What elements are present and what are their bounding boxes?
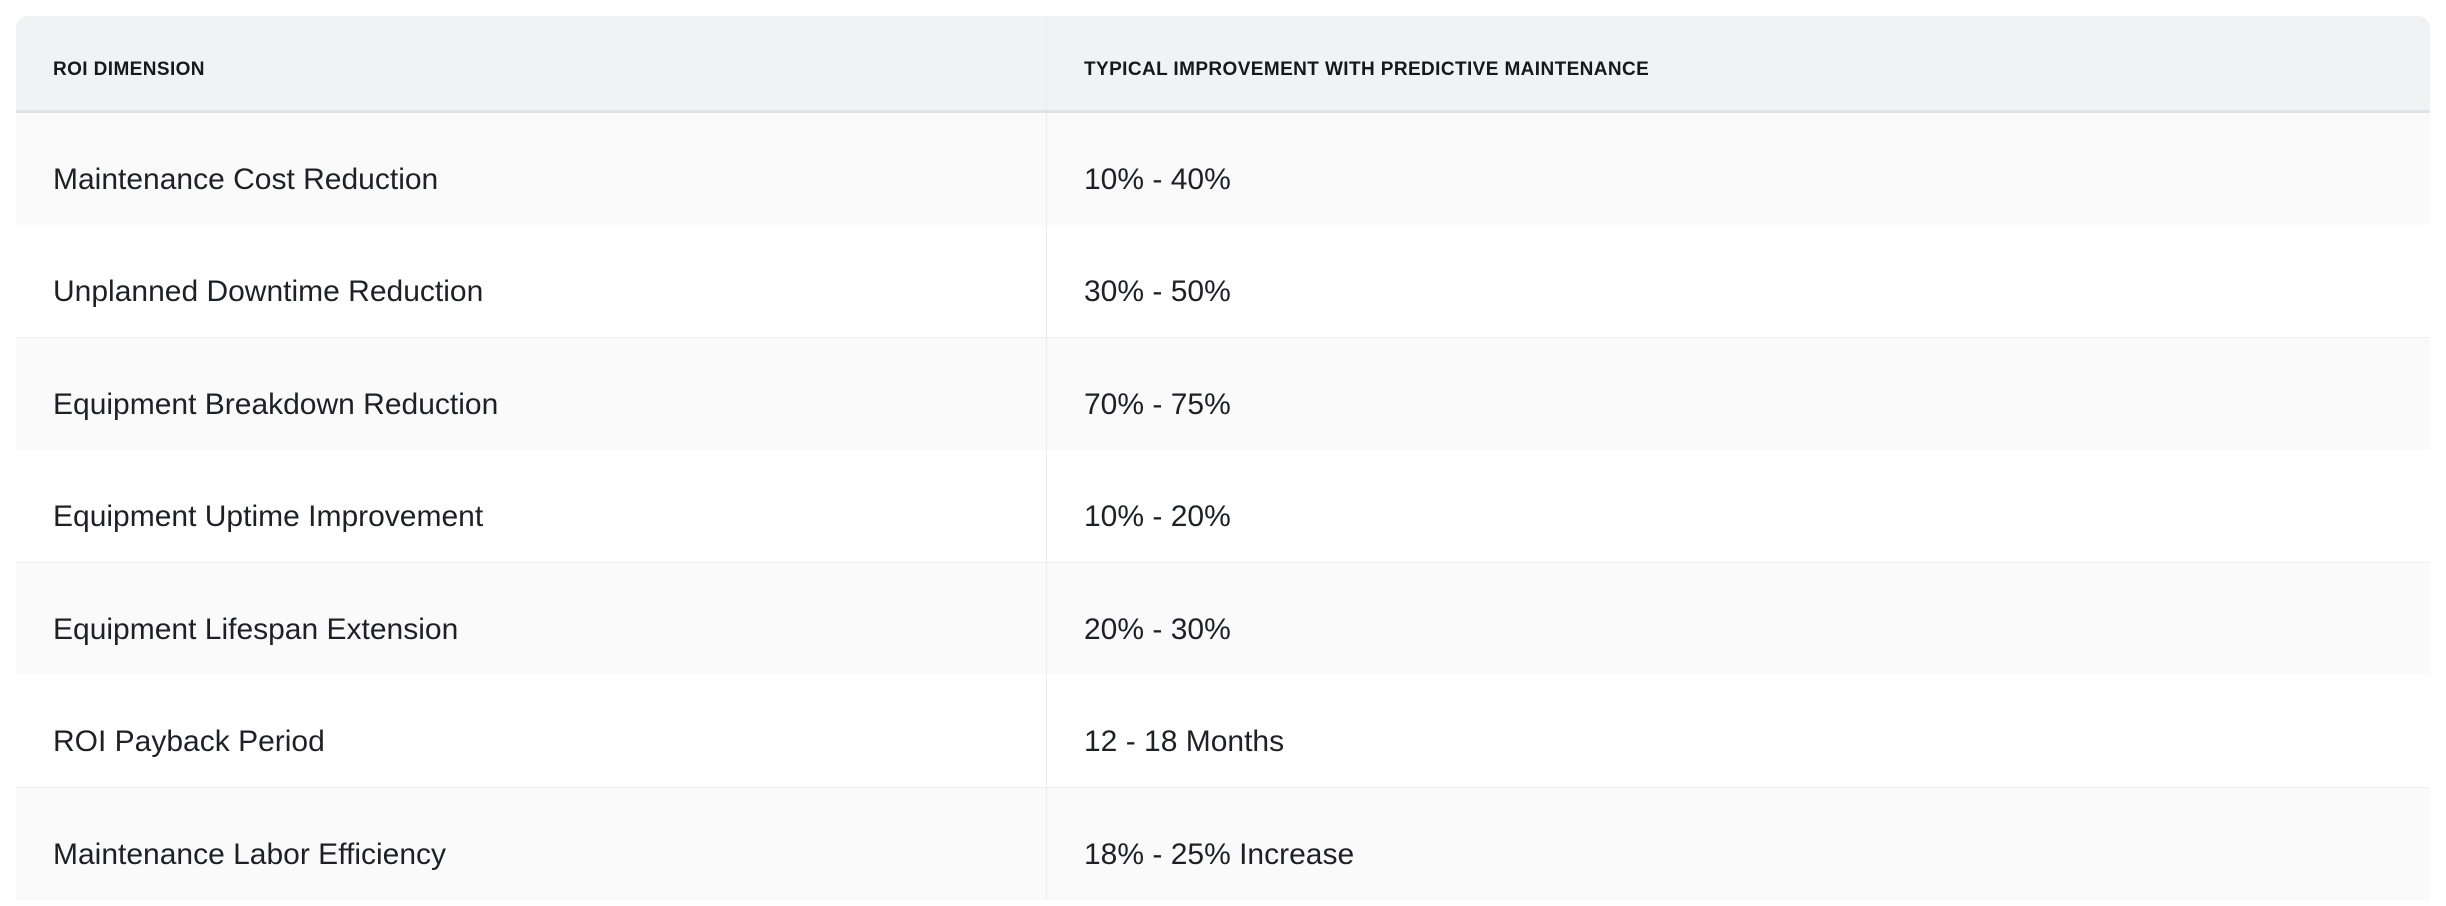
- roi-dimension-cell: Maintenance Labor Efficiency: [53, 838, 447, 871]
- roi-dimension-cell: Equipment Lifespan Extension: [53, 613, 459, 646]
- roi-dimension-cell: ROI Payback Period: [53, 725, 325, 758]
- table-row: Equipment Uptime Improvement 10% - 20%: [16, 450, 2430, 563]
- table-row: Maintenance Labor Efficiency 18% - 25% I…: [16, 788, 2430, 900]
- improvement-cell: 18% - 25% Increase: [1046, 788, 2430, 900]
- roi-dimension-cell: Maintenance Cost Reduction: [53, 163, 439, 196]
- roi-dimension-cell: Unplanned Downtime Reduction: [53, 275, 484, 308]
- improvement-cell: 10% - 20%: [1046, 450, 2430, 562]
- improvement-cell: 10% - 40%: [1046, 113, 2430, 225]
- improvement-cell: 70% - 75%: [1046, 338, 2430, 450]
- table-row: Equipment Lifespan Extension 20% - 30%: [16, 563, 2430, 675]
- improvement-cell: 30% - 50%: [1046, 225, 2430, 337]
- table-row: ROI Payback Period 12 - 18 Months: [16, 675, 2430, 788]
- improvement-cell: 20% - 30%: [1046, 563, 2430, 675]
- table-row: Maintenance Cost Reduction 10% - 40%: [16, 113, 2430, 225]
- column-header-typical-improvement: TYPICAL IMPROVEMENT WITH PREDICTIVE MAIN…: [1046, 16, 2430, 110]
- improvement-cell: 12 - 18 Months: [1046, 675, 2430, 787]
- column-header-roi-dimension: ROI DIMENSION: [53, 59, 205, 80]
- table-header-row: ROI DIMENSION TYPICAL IMPROVEMENT WITH P…: [16, 16, 2430, 113]
- roi-dimension-cell: Equipment Breakdown Reduction: [53, 388, 499, 421]
- table-row: Unplanned Downtime Reduction 30% - 50%: [16, 225, 2430, 338]
- roi-table: ROI DIMENSION TYPICAL IMPROVEMENT WITH P…: [16, 16, 2430, 900]
- roi-dimension-cell: Equipment Uptime Improvement: [53, 500, 484, 533]
- table-row: Equipment Breakdown Reduction 70% - 75%: [16, 338, 2430, 450]
